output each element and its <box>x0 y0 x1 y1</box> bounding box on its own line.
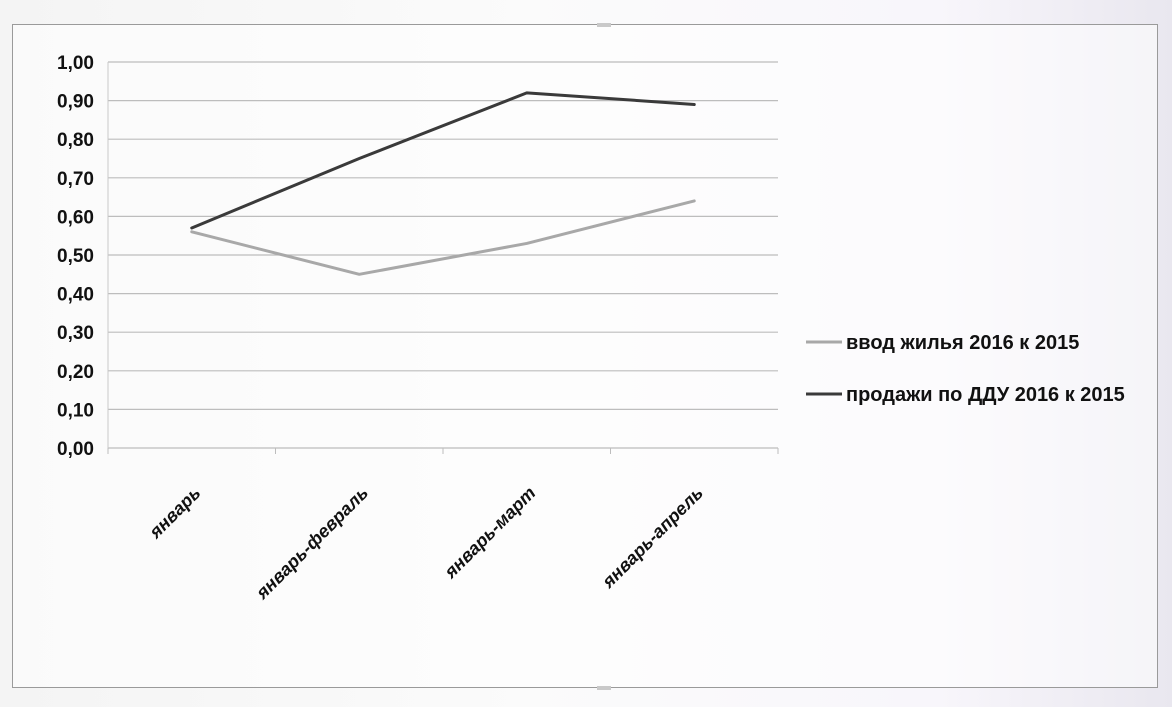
y-tick-label: 0,90 <box>57 92 94 113</box>
x-category-label: январь-март <box>440 483 540 583</box>
y-tick-label: 0,30 <box>57 323 94 344</box>
axes <box>107 62 779 454</box>
legend-label: ввод жилья 2016 к 2015 <box>846 332 1079 354</box>
y-tick-label: 0,60 <box>57 207 94 228</box>
series-line[interactable] <box>190 91 696 230</box>
legend: ввод жилья 2016 к 2015 продажи по ДДУ 201… <box>806 332 1125 406</box>
series-lines <box>190 91 696 276</box>
frame-handle-bottom[interactable] <box>597 686 611 690</box>
x-category-label: январь-февраль <box>251 483 372 604</box>
y-tick-label: 0,50 <box>57 246 94 267</box>
y-tick-label: 0,00 <box>57 439 94 460</box>
gridlines <box>108 61 778 449</box>
y-tick-label: 0,70 <box>57 169 94 190</box>
y-tick-label: 0,80 <box>57 130 94 151</box>
y-tick-label: 0,40 <box>57 285 94 306</box>
y-axis-tick-labels: 0,00 0,10 0,20 0,30 0,40 0,50 0,60 0,70 0,80 0,90… <box>57 53 94 460</box>
series-line[interactable] <box>190 199 696 276</box>
y-tick-label: 1,00 <box>57 53 94 74</box>
x-category-label: январь-апрель <box>598 483 708 593</box>
y-tick-label: 0,20 <box>57 362 94 383</box>
x-category-label: январь <box>145 483 205 543</box>
frame-handle-top[interactable] <box>597 23 611 27</box>
chart-frame <box>12 23 1158 690</box>
y-tick-label: 0,10 <box>57 400 94 421</box>
legend-label: продажи по ДДУ 2016 к 2015 <box>846 384 1125 406</box>
x-axis-category-labels: январь январь-февраль январь-март январь-ап… <box>145 483 707 604</box>
